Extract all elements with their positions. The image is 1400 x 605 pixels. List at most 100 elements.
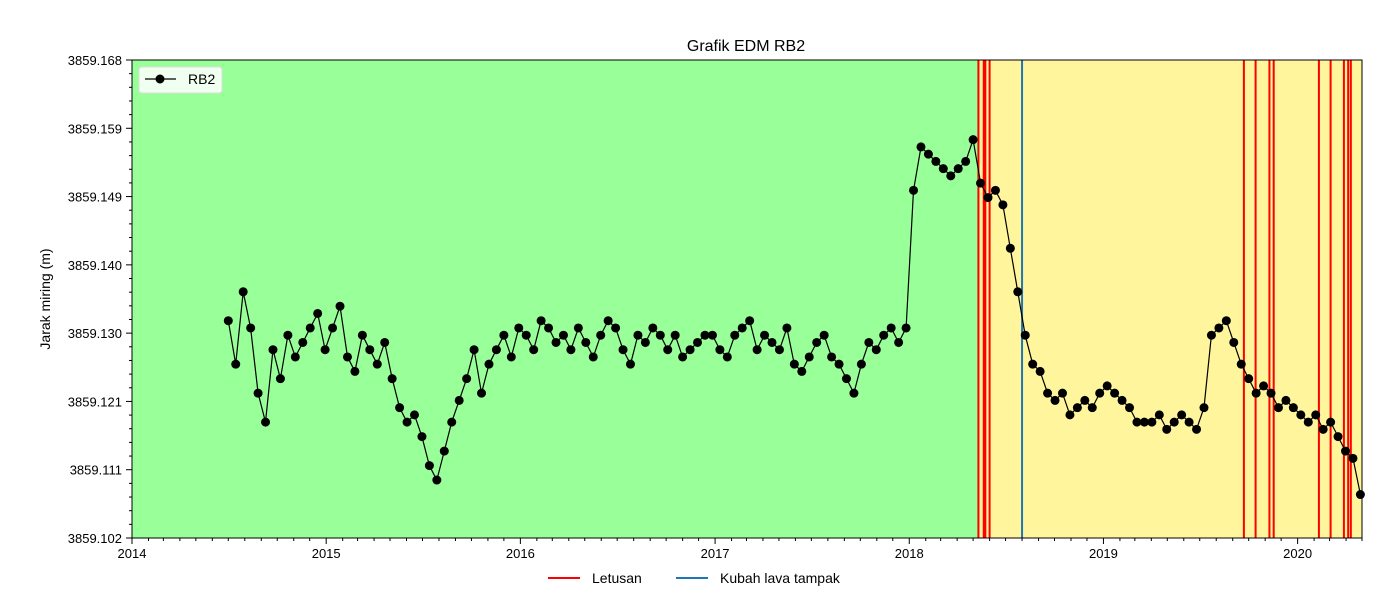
series-legend: RB2: [138, 66, 223, 94]
y-tick-label: 3859.102: [68, 531, 122, 546]
x-tick-label: 2017: [701, 546, 730, 561]
data-point: [350, 366, 360, 376]
data-point: [1266, 388, 1276, 398]
x-tick-label: 2015: [312, 546, 341, 561]
data-point: [432, 475, 442, 485]
data-point: [581, 337, 591, 347]
data-point: [1132, 417, 1142, 427]
data-point: [246, 323, 256, 333]
data-point: [841, 374, 851, 384]
data-point: [223, 316, 233, 326]
data-point: [871, 345, 881, 355]
data-point: [797, 366, 807, 376]
data-point: [588, 352, 598, 362]
data-point: [1273, 403, 1283, 413]
y-tick-label: 3859.121: [68, 394, 122, 409]
y-tick-label: 3859.149: [68, 190, 122, 205]
data-point: [268, 345, 278, 355]
data-point: [1125, 403, 1135, 413]
data-point: [231, 359, 241, 369]
data-point: [1028, 359, 1038, 369]
data-point: [596, 330, 606, 340]
data-point: [886, 323, 896, 333]
background-region-2: [978, 60, 1362, 538]
data-point: [1229, 337, 1239, 347]
data-point: [484, 359, 494, 369]
data-point: [521, 330, 531, 340]
data-point: [931, 156, 941, 166]
data-point: [447, 417, 457, 427]
x-tick-label: 2018: [895, 546, 924, 561]
data-point: [1139, 417, 1149, 427]
data-point: [774, 345, 784, 355]
data-point: [611, 323, 621, 333]
data-point: [1005, 243, 1015, 253]
data-point: [1236, 359, 1246, 369]
data-point: [700, 330, 710, 340]
x-tick-label: 2020: [1283, 546, 1312, 561]
data-point: [1259, 381, 1269, 391]
x-tick-label: 2016: [506, 546, 535, 561]
data-point: [283, 330, 293, 340]
y-tick-label: 3859.140: [68, 258, 122, 273]
data-point: [261, 417, 271, 427]
event-legend: Letusan Kubah lava tampak: [548, 570, 841, 586]
data-point: [1154, 410, 1164, 420]
data-point: [1020, 330, 1030, 340]
data-point: [864, 337, 874, 347]
data-point: [916, 142, 926, 152]
data-point: [1288, 403, 1298, 413]
axes-frame: [131, 59, 1363, 539]
data-point: [380, 337, 390, 347]
data-point: [506, 352, 516, 362]
data-point: [760, 330, 770, 340]
data-point: [618, 345, 628, 355]
data-point: [335, 301, 345, 311]
data-point: [424, 461, 434, 471]
data-point: [1318, 424, 1328, 434]
legend-label-rb2: RB2: [188, 71, 215, 87]
data-point: [633, 330, 643, 340]
data-point: [1296, 410, 1306, 420]
data-point: [1192, 424, 1202, 434]
data-point: [707, 330, 717, 340]
data-point: [1348, 453, 1358, 463]
data-point: [365, 345, 375, 355]
data-point: [544, 323, 554, 333]
data-point: [275, 374, 285, 384]
data-point: [1072, 403, 1082, 413]
y-tick-label: 3859.111: [70, 463, 122, 478]
data-point: [342, 352, 352, 362]
data-point: [462, 374, 472, 384]
data-point: [536, 316, 546, 326]
data-point: [469, 345, 479, 355]
data-point: [1281, 395, 1291, 405]
data-point: [715, 345, 725, 355]
data-point: [789, 359, 799, 369]
data-point: [782, 323, 792, 333]
data-point: [1117, 395, 1127, 405]
x-tick-label: 2014: [118, 546, 147, 561]
data-point: [923, 149, 933, 159]
data-point: [894, 337, 904, 347]
data-point: [1147, 417, 1157, 427]
data-point: [1035, 366, 1045, 376]
data-point: [946, 171, 956, 181]
data-point: [1333, 432, 1343, 442]
data-point: [529, 345, 539, 355]
data-point: [1341, 446, 1351, 456]
data-point: [879, 330, 889, 340]
data-point: [812, 337, 822, 347]
data-point: [566, 345, 576, 355]
data-point: [603, 316, 613, 326]
data-point: [1199, 403, 1209, 413]
data-point: [752, 345, 762, 355]
data-point: [409, 410, 419, 420]
data-point: [730, 330, 740, 340]
x-tick-label: 2019: [1089, 546, 1118, 561]
data-point: [827, 352, 837, 362]
data-point: [1303, 417, 1313, 427]
data-point: [1251, 388, 1261, 398]
data-point: [745, 316, 755, 326]
